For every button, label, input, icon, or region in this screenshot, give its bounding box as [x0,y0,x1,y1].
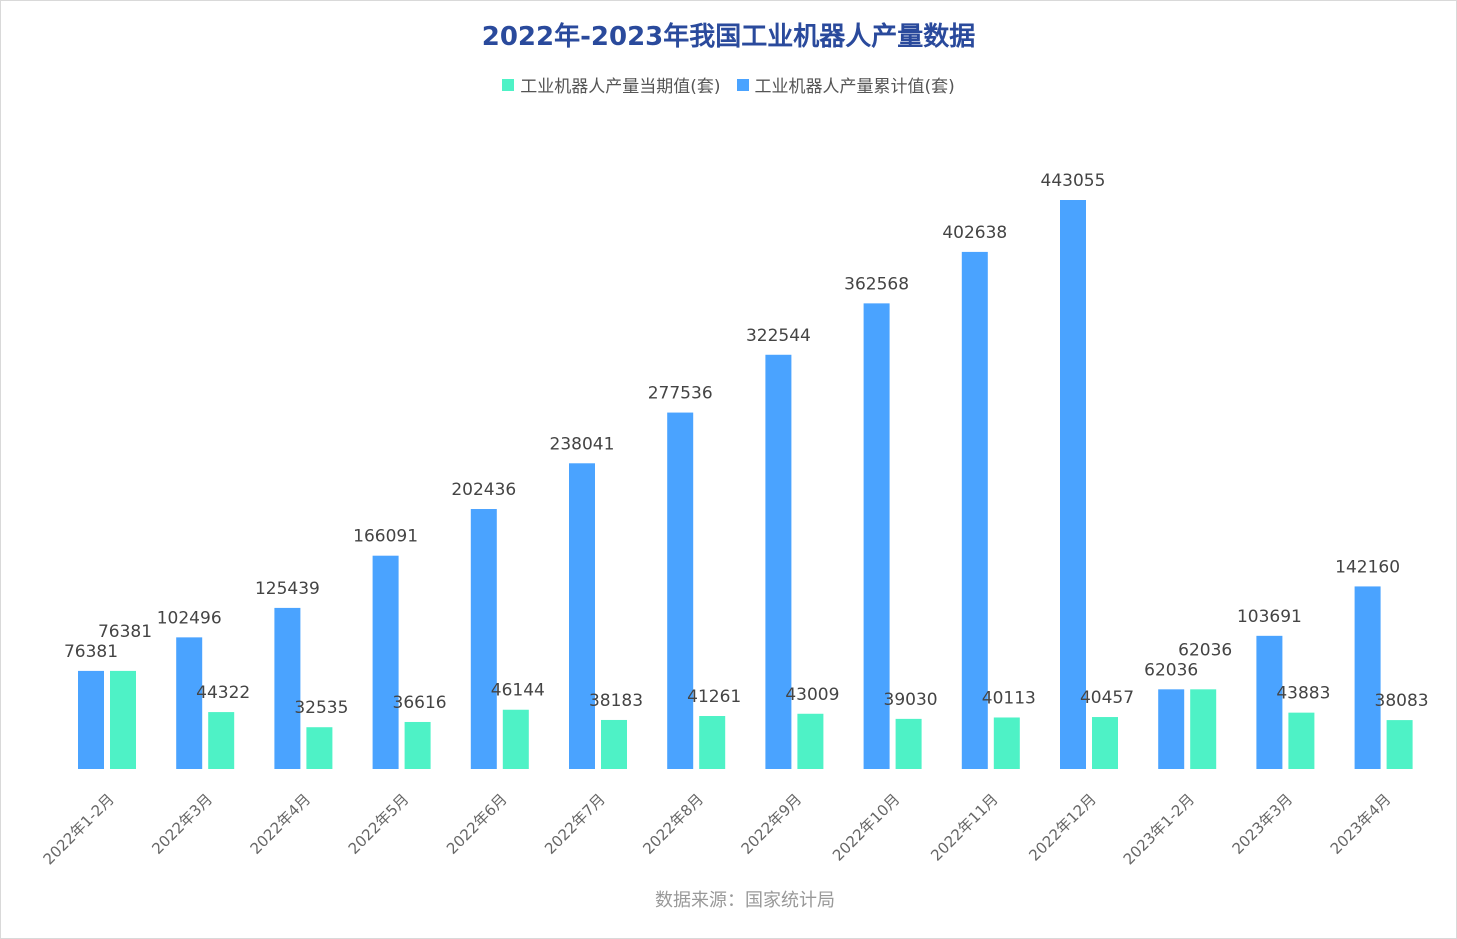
label-current-11: 62036 [1178,640,1232,660]
label-cumulative-12: 103691 [1237,607,1302,627]
bar-current-4[interactable] [502,709,529,769]
x-tick-label-9: 2022年11月 [927,790,1001,864]
bar-cumulative-10[interactable] [1060,200,1086,769]
chart-title: 2022年-2023年我国工业机器人产量数据 [481,22,976,52]
bar-cumulative-4[interactable] [470,509,497,769]
label-current-9: 40113 [982,688,1036,708]
label-cumulative-13: 142160 [1335,557,1400,577]
bar-cumulative-0[interactable] [78,670,104,769]
bar-cumulative-1[interactable] [176,637,203,769]
bar-current-6[interactable] [699,716,726,769]
x-tick-label-11: 2023年1-2月 [1120,790,1198,868]
label-cumulative-4: 202436 [451,480,516,500]
bar-current-0[interactable] [110,670,136,769]
bar-cumulative-12[interactable] [1256,635,1283,769]
bar-cumulative-6[interactable] [667,412,694,769]
label-cumulative-3: 166091 [353,527,418,547]
bar-cumulative-2[interactable] [274,607,301,769]
label-current-6: 41261 [687,687,741,707]
bar-cumulative-7[interactable] [765,354,792,769]
bar-current-5[interactable] [601,719,627,769]
label-cumulative-5: 238041 [550,434,615,454]
label-current-1: 44322 [196,683,250,703]
label-current-2: 32535 [294,698,348,718]
label-cumulative-0: 76381 [64,642,118,662]
legend-item-current[interactable]: 工业机器人产量当期值(套) [502,72,721,97]
data-source: 数据来源：国家统计局 [655,890,835,911]
x-tick-label-7: 2022年9月 [738,790,806,858]
x-tick-label-6: 2022年8月 [639,790,707,858]
bar-cumulative-5[interactable] [569,463,595,769]
legend-swatch-cumulative [736,78,749,91]
label-current-8: 39030 [884,690,938,710]
x-tick-label-8: 2022年10月 [829,790,903,864]
bar-current-2[interactable] [306,727,333,769]
label-current-0: 76381 [98,622,152,642]
label-cumulative-2: 125439 [255,579,320,599]
label-cumulative-10: 443055 [1041,171,1106,191]
x-tick-label-1: 2022年3月 [148,790,216,858]
bar-current-13[interactable] [1386,720,1413,769]
bar-cumulative-9[interactable] [961,251,988,770]
legend-label-current: 工业机器人产量当期值(套) [520,77,721,97]
bar-cumulative-11[interactable] [1158,689,1185,769]
legend-item-cumulative[interactable]: 工业机器人产量累计值(套) [736,72,955,97]
label-current-3: 36616 [393,693,447,713]
bar-cumulative-8[interactable] [863,303,890,769]
bar-current-8[interactable] [895,718,922,769]
bar-current-9[interactable] [993,717,1020,769]
label-cumulative-11: 62036 [1144,660,1198,680]
bar-current-3[interactable] [404,721,431,769]
legend-swatch-current [502,78,515,91]
x-tick-label-12: 2023年3月 [1229,790,1297,858]
x-tick-label-0: 2022年1-2月 [40,790,118,868]
x-tick-label-2: 2022年4月 [247,790,315,858]
label-current-12: 43883 [1276,684,1330,704]
label-current-13: 38083 [1375,691,1429,711]
bar-current-7[interactable] [797,713,824,769]
label-cumulative-1: 102496 [157,608,222,628]
label-cumulative-7: 322544 [746,326,811,346]
bar-current-12[interactable] [1288,712,1315,769]
label-current-10: 40457 [1080,688,1134,708]
x-tick-label-3: 2022年5月 [345,790,413,858]
bar-current-10[interactable] [1092,717,1118,769]
x-tick-label-10: 2022年12月 [1025,790,1099,864]
bar-current-11[interactable] [1190,689,1217,769]
label-cumulative-6: 277536 [648,384,713,404]
label-current-5: 38183 [589,691,643,711]
label-cumulative-8: 362568 [844,274,909,294]
x-tick-label-5: 2022年7月 [541,790,609,858]
legend-label-cumulative: 工业机器人产量累计值(套) [754,77,955,97]
x-tick-label-4: 2022年6月 [443,790,511,858]
label-current-7: 43009 [785,685,839,705]
legend: 工业机器人产量当期值(套) 工业机器人产量累计值(套) [0,72,1457,97]
bar-cumulative-3[interactable] [372,555,399,769]
label-current-4: 46144 [491,681,545,701]
label-cumulative-9: 402638 [942,223,1007,243]
bar-current-1[interactable] [208,712,235,769]
x-tick-label-13: 2023年4月 [1327,790,1395,858]
bar-cumulative-13[interactable] [1354,586,1381,769]
